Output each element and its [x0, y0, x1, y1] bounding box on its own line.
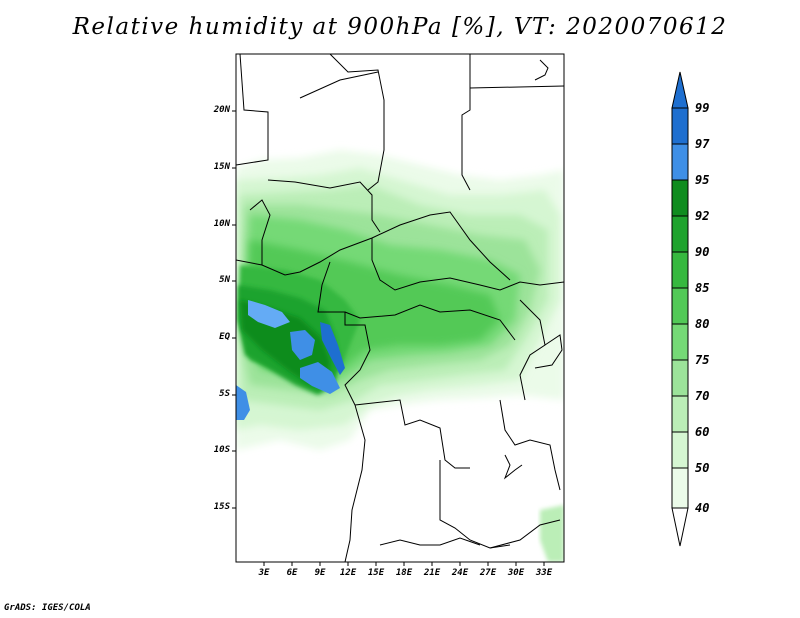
lon-label: 33E — [535, 568, 553, 578]
colorbar-top-arrow — [671, 71, 689, 109]
colorbar-label: 90 — [695, 245, 710, 259]
colorbar — [671, 71, 689, 547]
axis-ticks — [232, 110, 545, 566]
colorbar-label: 85 — [695, 281, 710, 295]
lat-label: 10S — [213, 445, 230, 455]
lon-label: 24E — [451, 568, 469, 578]
map-frame — [235, 53, 565, 563]
colorbar-label: 75 — [695, 353, 710, 367]
chart-title: Relative humidity at 900hPa [%], VT: 202… — [72, 14, 728, 40]
colorbar-label: 97 — [695, 137, 710, 151]
lon-label: 3E — [258, 568, 270, 578]
lat-label: 15S — [213, 502, 230, 512]
lat-label: EQ — [219, 332, 230, 342]
lon-label: 15E — [367, 568, 385, 578]
lat-label: 10N — [213, 219, 230, 229]
colorbar-label: 40 — [695, 501, 710, 515]
colorbar-bottom-arrow — [671, 507, 689, 547]
country-borders — [236, 54, 564, 562]
rh-99-patch-coast — [320, 322, 345, 375]
colorbar-label: 70 — [695, 389, 710, 403]
lon-label: 9E — [314, 568, 326, 578]
lon-label: 27E — [479, 568, 497, 578]
colorbar-label: 60 — [695, 425, 710, 439]
humidity-field — [236, 54, 564, 562]
colorbar-label: 99 — [695, 101, 710, 115]
lat-label: 20N — [213, 105, 230, 115]
rh-95-patch-edge — [236, 385, 250, 420]
lat-label: 15N — [213, 162, 230, 172]
lon-label: 12E — [339, 568, 357, 578]
lat-label: 5N — [219, 275, 230, 285]
rh-95-patch-south — [300, 362, 340, 394]
colorbar-label: 50 — [695, 461, 710, 475]
rh-se-corner — [540, 505, 564, 562]
lat-label: 5S — [219, 389, 230, 399]
lon-label: 30E — [507, 568, 525, 578]
lon-label: 21E — [423, 568, 441, 578]
colorbar-label: 92 — [695, 209, 710, 223]
colorbar-label: 95 — [695, 173, 710, 187]
lon-label: 18E — [395, 568, 413, 578]
rh-95-patch-coast — [290, 330, 315, 360]
lon-label: 6E — [286, 568, 298, 578]
grads-credit: GrADS: IGES/COLA — [4, 603, 91, 613]
rh-95-patch-west — [248, 300, 290, 328]
colorbar-label: 80 — [695, 317, 710, 331]
